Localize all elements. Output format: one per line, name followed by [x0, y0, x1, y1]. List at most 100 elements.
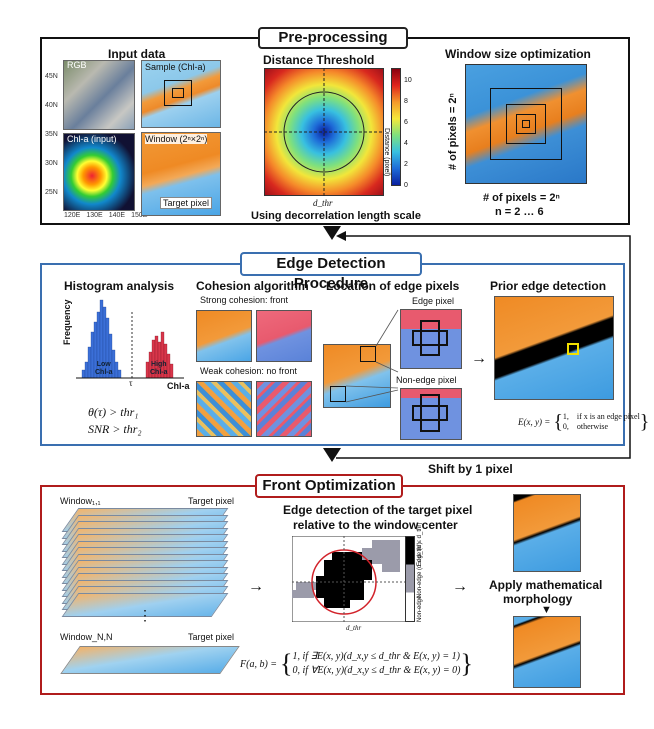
dthr-label: d_thr	[313, 198, 333, 208]
prior-formula-lhs: E(x, y) =	[518, 417, 551, 427]
high-chla-label: High Chl-a	[150, 361, 168, 376]
morph-after	[513, 616, 581, 688]
prior-map	[494, 296, 614, 400]
front-heading-2: relative to the window center	[293, 518, 458, 532]
front-opt-title: Front Optimization	[255, 474, 403, 498]
f-case2: 0, if ∀E(x, y)(d_x,y ≤ d_thr & E(x, y) =…	[292, 665, 461, 676]
window-opt-vertical: # of pixels = 2ⁿ	[447, 93, 459, 170]
window-opt-heading: Window size optimization	[445, 47, 591, 61]
high-bars	[145, 331, 174, 379]
nonedge-pixel-label: Non-edge pixel	[396, 375, 457, 385]
window-nn-label: Window_N,N	[60, 632, 113, 642]
distance-caption: Using decorrelation length scale	[251, 210, 421, 222]
weak-right-tile	[256, 381, 312, 437]
cond-snr: SNR > thr₂	[88, 422, 142, 436]
rgb-image	[63, 60, 135, 130]
case2-cond: otherwise	[576, 422, 609, 431]
cb-tick: 8	[404, 98, 408, 105]
colorbar	[391, 68, 401, 186]
cb-tick: 4	[404, 140, 408, 147]
window-11-label: Window₁,₁	[60, 496, 101, 506]
window-nn-tile	[60, 646, 240, 674]
f-brace-right: }	[460, 649, 473, 678]
tau-label: τ	[129, 378, 133, 388]
nonedge-cross-h	[412, 405, 448, 421]
morph-line2: morphology	[503, 592, 573, 606]
histogram-ylabel: Frequency	[62, 299, 72, 345]
lon-tick: 130E	[86, 212, 103, 219]
arrow-down-1-icon	[323, 226, 341, 240]
colorbar-ticks: 10 8 6 4 2 0	[404, 70, 412, 196]
stack-ellipsis: ⋮	[138, 607, 152, 623]
prior-cases: 1, if x is an edge pixel 0, otherwise	[563, 412, 640, 432]
window-label: Window (2ⁿ×2ⁿ)	[145, 134, 208, 144]
lat-tick: 40N	[45, 102, 58, 109]
arrow-right-2-icon: →	[248, 578, 264, 595]
weak-cohesion-label: Weak cohesion: no front	[200, 366, 297, 376]
arrow-down-3-icon: ▼	[541, 604, 552, 616]
window-opt-image	[465, 64, 587, 184]
morph-line1: Apply mathematical	[489, 578, 603, 592]
strong-left-tile	[196, 310, 252, 362]
cb-tick: 0	[404, 182, 408, 189]
window-n5	[506, 104, 546, 144]
edge-cross-h	[412, 330, 448, 346]
preprocessing-title: Pre-processing	[258, 27, 408, 49]
histogram-heading: Histogram analysis	[64, 279, 175, 293]
chla-input-image	[63, 133, 135, 211]
front-detect-map	[292, 536, 410, 622]
cb-tick: 10	[404, 77, 412, 84]
front-heading-1: Edge detection of the target pixel	[283, 503, 473, 517]
location-box-top	[360, 346, 376, 362]
edge-pixel-tile	[400, 309, 462, 369]
window-stack	[48, 508, 238, 617]
legend-nonedge: Non-edge	[417, 595, 423, 622]
window-n3	[522, 120, 530, 128]
sample-label: Sample (Chl-a)	[145, 62, 206, 72]
shift-loop-line	[336, 231, 631, 459]
lon-tick: 120E	[64, 212, 81, 219]
target2-label: Target pixel	[188, 632, 235, 642]
weak-left-tile	[196, 381, 252, 437]
window-opt-caption1: # of pixels = 2ⁿ	[483, 192, 560, 204]
location-box-bottom	[330, 386, 346, 402]
location-map	[323, 344, 391, 408]
nonedge-cross-icon	[420, 394, 440, 432]
cohesion-heading: Cohesion algorithm	[196, 279, 309, 293]
sample-chla-image	[141, 60, 221, 128]
sample-window-inner	[172, 88, 184, 98]
lon-tick-labels: 120E 130E 140E 150E	[64, 212, 147, 219]
lat-tick: 35N	[45, 131, 58, 138]
arrow-down-2-icon	[323, 448, 341, 462]
location-zoom-lines	[345, 309, 399, 403]
shift-label: Shift by 1 pixel	[428, 462, 513, 476]
lat-tick: 30N	[45, 160, 58, 167]
distance-overlay	[264, 68, 384, 196]
legend-bar	[405, 536, 415, 622]
brace-right: }	[639, 411, 650, 433]
cond-theta: θ(τ) > thr₁	[88, 405, 139, 419]
low-chla-label: Low Chl-a	[95, 361, 113, 376]
front-dthr-label: d_thr	[346, 624, 362, 632]
distance-heading: Distance Threshold	[263, 53, 375, 67]
lat-tick: 25N	[45, 189, 58, 196]
arrow-right-icon: →	[471, 350, 487, 367]
strong-right-tile	[256, 310, 312, 362]
window-n4	[516, 114, 536, 134]
f-cases: 1, if ∃E(x, y)(d_x,y ≤ d_thr & E(x, y) =…	[293, 650, 461, 678]
prior-heading: Prior edge detection	[490, 279, 607, 293]
f-brace-left: {	[280, 649, 293, 678]
rgb-label: RGB	[67, 60, 87, 70]
prior-formula: E(x, y) = { 1, if x is an edge pixel 0, …	[518, 412, 649, 432]
gray-pixels	[292, 540, 400, 598]
lon-tick: 150E	[131, 212, 148, 219]
edge-cross-icon	[420, 320, 440, 356]
brace-left: {	[553, 411, 563, 433]
histogram-chart	[76, 299, 184, 379]
cb-tick: 6	[404, 119, 408, 126]
cb-tick: 2	[404, 161, 408, 168]
edge-detection-title: Edge Detection Procedure	[240, 252, 422, 292]
f-lhs: F(a, b) =	[240, 658, 278, 670]
f-formula: F(a, b) = { 1, if ∃E(x, y)(d_x,y ≤ d_thr…	[240, 650, 473, 678]
strong-cohesion-label: Strong cohesion: front	[200, 295, 289, 305]
